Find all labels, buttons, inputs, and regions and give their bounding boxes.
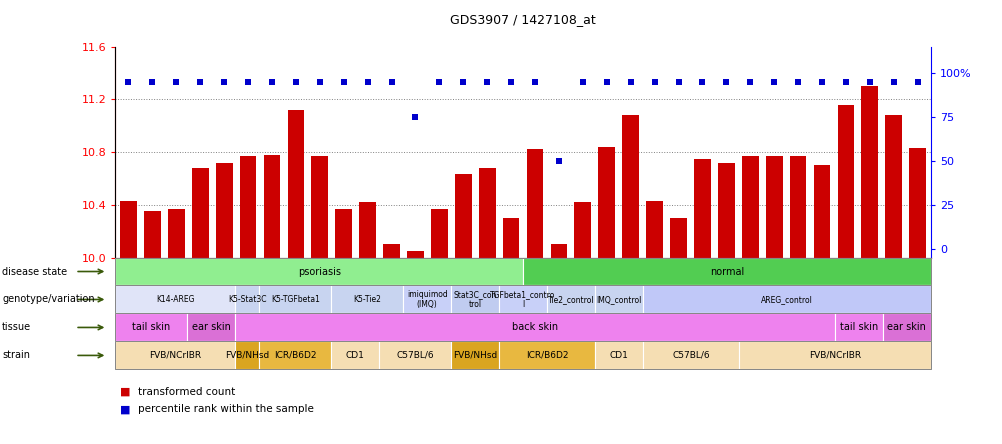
Bar <box>239 156 257 258</box>
Bar <box>669 218 686 258</box>
Bar <box>383 244 400 258</box>
Text: Tie2_control: Tie2_control <box>547 295 594 304</box>
Bar <box>574 202 590 258</box>
Text: tissue: tissue <box>2 322 31 333</box>
Text: AREG_control: AREG_control <box>761 295 812 304</box>
Bar <box>120 201 136 258</box>
Bar <box>407 251 424 258</box>
Bar <box>837 105 854 258</box>
Text: K14-AREG: K14-AREG <box>156 295 194 304</box>
Text: Stat3C_con
trol: Stat3C_con trol <box>453 290 496 309</box>
Bar <box>264 155 281 258</box>
Text: tail skin: tail skin <box>839 322 877 333</box>
Bar <box>526 150 543 258</box>
Text: transformed count: transformed count <box>138 387 235 396</box>
Bar <box>359 202 376 258</box>
Text: C57BL/6: C57BL/6 <box>671 351 709 360</box>
Text: ■: ■ <box>120 404 130 414</box>
Bar <box>288 110 304 258</box>
Text: GDS3907 / 1427108_at: GDS3907 / 1427108_at <box>450 13 595 26</box>
Text: strain: strain <box>2 350 30 361</box>
Text: CD1: CD1 <box>609 351 628 360</box>
Text: IMQ_control: IMQ_control <box>596 295 641 304</box>
Bar <box>741 156 758 258</box>
Bar <box>789 156 806 258</box>
Text: psoriasis: psoriasis <box>298 266 341 277</box>
Text: FVB/NHsd: FVB/NHsd <box>453 351 497 360</box>
Text: FVB/NHsd: FVB/NHsd <box>224 351 270 360</box>
Text: genotype/variation: genotype/variation <box>2 294 94 305</box>
Bar <box>598 147 614 258</box>
Text: TGFbeta1_contro
l: TGFbeta1_contro l <box>490 290 555 309</box>
Bar <box>717 163 733 258</box>
Bar <box>861 86 878 258</box>
Text: K5-Stat3C: K5-Stat3C <box>227 295 267 304</box>
Bar <box>431 209 447 258</box>
Text: K5-TGFbeta1: K5-TGFbeta1 <box>271 295 320 304</box>
Text: FVB/NCrIBR: FVB/NCrIBR <box>149 351 201 360</box>
Bar <box>144 211 160 258</box>
Text: FVB/NCrIBR: FVB/NCrIBR <box>808 351 860 360</box>
Bar <box>645 201 662 258</box>
Bar <box>167 209 184 258</box>
Bar <box>765 156 782 258</box>
Bar <box>455 174 471 258</box>
Bar <box>215 163 232 258</box>
Text: back skin: back skin <box>511 322 557 333</box>
Text: ICR/B6D2: ICR/B6D2 <box>274 351 317 360</box>
Text: normal: normal <box>709 266 743 277</box>
Text: ■: ■ <box>120 387 130 396</box>
Text: K5-Tie2: K5-Tie2 <box>353 295 381 304</box>
Text: CD1: CD1 <box>346 351 365 360</box>
Bar <box>909 148 925 258</box>
Bar <box>693 159 710 258</box>
Bar <box>335 209 352 258</box>
Text: disease state: disease state <box>2 266 67 277</box>
Bar <box>478 168 495 258</box>
Text: ear skin: ear skin <box>191 322 230 333</box>
Text: ear skin: ear skin <box>887 322 925 333</box>
Text: C57BL/6: C57BL/6 <box>396 351 434 360</box>
Bar <box>312 156 328 258</box>
Bar <box>502 218 519 258</box>
Bar <box>621 115 638 258</box>
Text: tail skin: tail skin <box>132 322 170 333</box>
Bar <box>550 244 567 258</box>
Bar <box>885 115 901 258</box>
Text: imiquimod
(IMQ): imiquimod (IMQ) <box>407 290 447 309</box>
Bar <box>813 165 830 258</box>
Text: ICR/B6D2: ICR/B6D2 <box>525 351 568 360</box>
Text: percentile rank within the sample: percentile rank within the sample <box>138 404 314 414</box>
Bar <box>191 168 208 258</box>
